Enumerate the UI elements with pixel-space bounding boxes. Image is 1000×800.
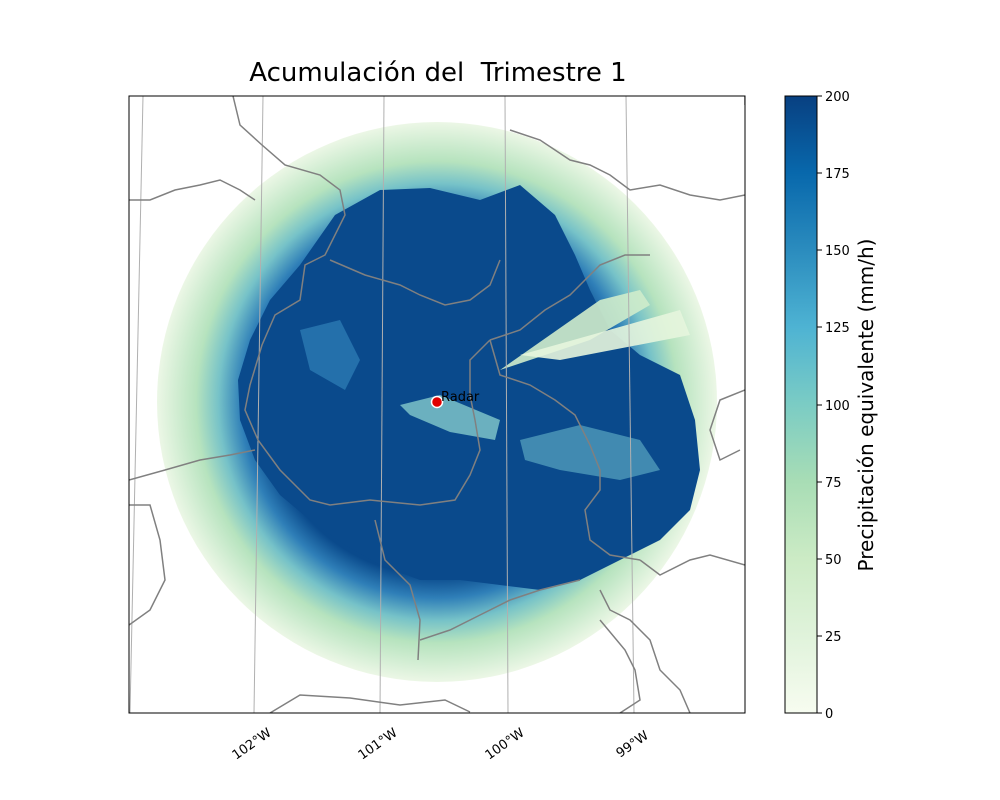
lon-tick-label: 102°W	[230, 726, 275, 764]
heavy-accumulation-region	[238, 185, 700, 590]
lon-tick-label: 99°W	[614, 728, 652, 761]
light-patch-west	[300, 320, 360, 390]
radar-beam-streak	[500, 290, 650, 370]
colorbar-tick-label: 125	[825, 321, 850, 336]
lon-tick-label: 100°W	[483, 726, 528, 764]
state-boundaries	[129, 96, 745, 713]
radar-label: Radar	[441, 390, 480, 405]
colorbar-tick-label: 150	[825, 244, 850, 259]
longitude-tick-labels: 102°W 101°W 100°W 99°W	[230, 726, 652, 764]
radar-beam-streak	[520, 310, 690, 360]
colorbar-tick-label: 100	[825, 399, 850, 414]
longitude-gridlines	[129, 96, 745, 713]
colorbar-gradient	[784, 95, 818, 714]
near-radar-light-patch	[400, 395, 500, 440]
colorbar-tick-label: 50	[825, 553, 842, 568]
colorbar-tick-label: 200	[825, 90, 850, 105]
radar-marker	[430, 395, 444, 409]
colorbar: 0 25 50 75 100 125 150 175 200 Precipita…	[784, 90, 878, 722]
light-patch-east	[520, 425, 660, 480]
map-area: Radar	[129, 96, 745, 713]
colorbar-tick-label: 25	[825, 630, 842, 645]
map-title: Acumulación del Trimestre 1	[249, 58, 627, 88]
colorbar-tick-label: 0	[825, 707, 833, 722]
colorbar-axis-label: Precipitación equivalente (mm/h)	[854, 239, 878, 572]
colorbar-tick-label: 75	[825, 476, 842, 491]
lon-tick-label: 101°W	[356, 726, 401, 764]
colorbar-tick-label: 175	[825, 167, 850, 182]
map-frame	[128, 95, 746, 714]
